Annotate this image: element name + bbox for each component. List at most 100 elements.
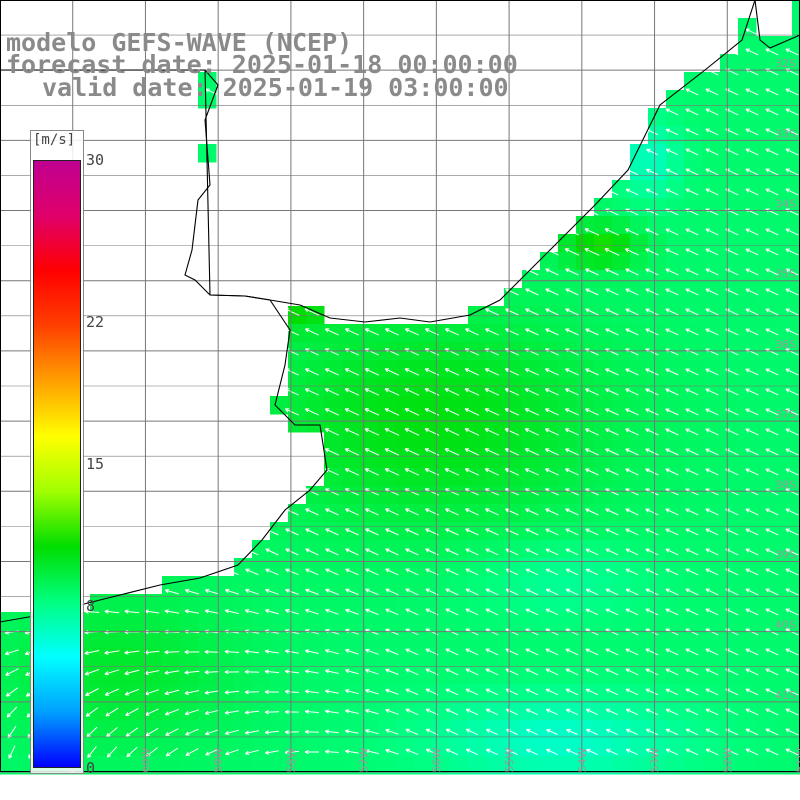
- field-cell: [198, 630, 217, 649]
- field-cell: [450, 522, 469, 541]
- field-cell: [648, 108, 667, 127]
- field-cell: [90, 612, 109, 631]
- wind-arrow: [284, 709, 299, 715]
- wind-arrow: [785, 88, 799, 96]
- field-cell: [756, 72, 775, 91]
- field-cell: [720, 630, 739, 649]
- wind-arrow: [365, 548, 379, 556]
- lon-label: 60W: [139, 747, 152, 772]
- field-cell: [360, 594, 379, 613]
- field-cell: [576, 756, 595, 775]
- wind-arrow: [525, 668, 539, 676]
- wind-arrow: [605, 308, 619, 316]
- wind-arrow: [265, 548, 279, 556]
- field-cell: [360, 558, 379, 577]
- wind-arrow: [745, 148, 759, 156]
- field-cell: [270, 666, 289, 685]
- field-cell: [378, 324, 397, 343]
- field-cell: [450, 594, 469, 613]
- field-cell: [792, 612, 800, 631]
- field-cell: [630, 378, 649, 397]
- field-cell: [576, 630, 595, 649]
- wind-arrow: [665, 248, 679, 256]
- field-cell: [612, 432, 631, 451]
- field-cell: [684, 108, 703, 127]
- field-cell: [414, 414, 433, 433]
- field-cell: [504, 612, 523, 631]
- field-cell: [504, 702, 523, 721]
- field-cell: [684, 324, 703, 343]
- field-cell: [756, 126, 775, 145]
- wind-arrow: [685, 548, 699, 556]
- wind-arrow: [6, 706, 18, 718]
- lat-label: 34S: [775, 198, 796, 211]
- field-cell: [468, 414, 487, 433]
- wind-arrow: [665, 728, 679, 736]
- field-cell: [738, 54, 757, 73]
- wind-arrow: [564, 248, 580, 256]
- wind-arrow: [765, 548, 779, 556]
- field-cell: [540, 378, 559, 397]
- field-cell: [756, 198, 775, 217]
- field-cell: [540, 756, 559, 775]
- field-cell: [414, 756, 433, 775]
- wind-arrow: [125, 708, 139, 716]
- wind-arrow: [705, 708, 719, 716]
- field-cell: [630, 540, 649, 559]
- field-cell: [414, 666, 433, 685]
- wind-arrow: [604, 248, 620, 256]
- wind-arrow: [465, 528, 479, 536]
- field-cell: [612, 648, 631, 667]
- field-cell: [774, 108, 793, 127]
- field-cell: [594, 252, 613, 271]
- wind-arrow: [685, 508, 699, 516]
- field-cell: [324, 558, 343, 577]
- field-cell: [378, 630, 397, 649]
- wind-arrow: [405, 548, 419, 556]
- wind-arrow: [245, 548, 259, 556]
- wind-arrow: [365, 508, 379, 516]
- wind-arrow: [665, 568, 679, 576]
- field-cell: [558, 378, 577, 397]
- wind-arrow: [385, 508, 399, 516]
- field-cell: [576, 540, 595, 559]
- wind-arrow: [405, 588, 419, 596]
- field-cell: [306, 576, 325, 595]
- wind-arrow: [485, 568, 499, 576]
- field-cell: [774, 234, 793, 253]
- field-cell: [792, 324, 800, 343]
- field-cell: [360, 504, 379, 523]
- field-cell: [540, 270, 559, 289]
- wind-arrow: [405, 528, 419, 536]
- wind-arrow: [324, 428, 340, 436]
- field-cell: [504, 378, 523, 397]
- field-cell: [342, 504, 361, 523]
- wind-arrow: [284, 689, 299, 694]
- field-cell: [522, 306, 541, 325]
- wind-arrow: [345, 508, 359, 516]
- field-cell: [414, 486, 433, 505]
- wind-arrow: [745, 568, 759, 576]
- field-cell: [684, 648, 703, 667]
- wind-arrow: [605, 268, 619, 276]
- field-cell: [576, 324, 595, 343]
- wind-arrow: [765, 48, 779, 56]
- field-cell: [756, 540, 775, 559]
- field-cell: [522, 756, 541, 775]
- field-cell: [360, 486, 379, 505]
- field-cell: [378, 612, 397, 631]
- lat-label: 41S: [775, 689, 796, 702]
- wind-arrow: [765, 708, 779, 716]
- field-cell: [324, 576, 343, 595]
- field-cell: [612, 612, 631, 631]
- wind-arrow: [785, 568, 799, 576]
- wind-arrow: [384, 328, 399, 336]
- field-cell: [666, 720, 685, 739]
- wind-arrow: [645, 428, 659, 436]
- wind-arrow: [265, 588, 279, 595]
- field-cell: [774, 576, 793, 595]
- wind-arrow: [284, 750, 299, 755]
- field-cell: [450, 576, 469, 595]
- wind-arrow: [364, 408, 380, 416]
- field-cell: [126, 684, 145, 703]
